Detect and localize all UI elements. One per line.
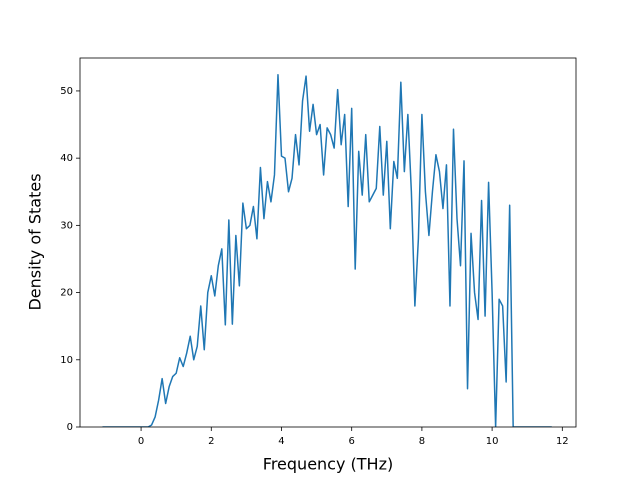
x-tick-label: 0 bbox=[138, 436, 144, 447]
y-tick-label: 0 bbox=[67, 422, 73, 433]
x-tick-label: 12 bbox=[556, 436, 569, 447]
y-tick-label: 40 bbox=[60, 153, 73, 164]
data-line bbox=[102, 74, 552, 427]
y-tick-label: 10 bbox=[60, 355, 73, 366]
x-tick-label: 2 bbox=[208, 436, 214, 447]
x-tick-label: 6 bbox=[349, 436, 355, 447]
y-tick-label: 50 bbox=[60, 86, 73, 97]
plot-frame bbox=[79, 57, 577, 428]
y-axis-label: Density of States bbox=[26, 173, 45, 310]
x-axis-label: Frequency (THz) bbox=[263, 455, 393, 474]
y-tick-label: 30 bbox=[60, 220, 73, 231]
x-tick-label: 8 bbox=[419, 436, 425, 447]
y-tick-label: 20 bbox=[60, 288, 73, 299]
x-tick-label: 10 bbox=[486, 436, 499, 447]
x-tick-label: 4 bbox=[278, 436, 284, 447]
